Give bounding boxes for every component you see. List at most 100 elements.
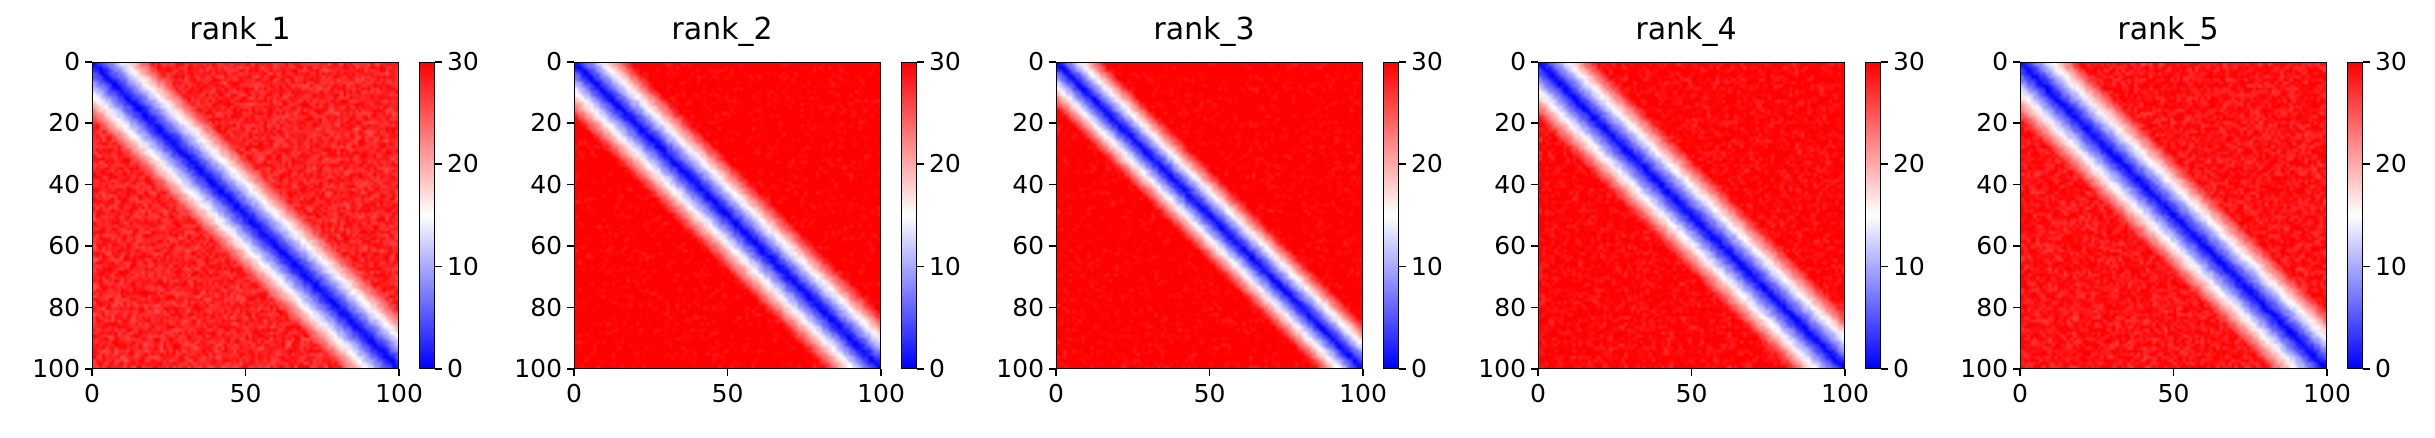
heatmap-plot-area — [92, 62, 399, 369]
colorbar-tick-label: 0 — [1893, 354, 1909, 383]
y-tick-mark — [567, 122, 574, 124]
colorbar-tick-mark — [435, 163, 442, 165]
chart-title: rank_3 — [1153, 12, 1255, 47]
colorbar-tick-label: 10 — [929, 251, 961, 281]
colorbar-tick-mark — [2363, 368, 2370, 370]
colorbar-tick-mark — [2363, 163, 2370, 165]
heatmap-cells — [2021, 63, 2326, 368]
colorbar-tick-label: 20 — [447, 149, 479, 179]
y-tick-label: 60 — [1494, 231, 1526, 261]
heatmap-cells — [1057, 63, 1362, 368]
y-tick-mark — [85, 122, 92, 124]
x-tick-mark — [398, 369, 400, 376]
y-tick-mark — [2013, 61, 2020, 63]
x-tick-label: 100 — [1821, 379, 1869, 408]
y-tick-label: 100 — [1478, 354, 1526, 383]
colorbar-tick-label: 10 — [1893, 251, 1925, 281]
x-tick-label: 0 — [2012, 379, 2028, 408]
y-tick-mark — [1049, 122, 1056, 124]
x-tick-label: 0 — [566, 379, 582, 408]
y-tick-label: 60 — [48, 231, 80, 261]
colorbar-tick-label: 10 — [1411, 251, 1443, 281]
heatmap-plot-area — [574, 62, 881, 369]
x-tick-mark — [244, 369, 246, 376]
x-tick-mark — [1844, 369, 1846, 376]
y-tick-mark — [567, 245, 574, 247]
x-tick-label: 0 — [1048, 379, 1064, 408]
colorbar-tick-label: 0 — [2375, 354, 2391, 383]
colorbar — [419, 62, 435, 369]
y-tick-label: 80 — [1494, 292, 1526, 322]
y-tick-label: 100 — [514, 354, 562, 383]
x-tick-mark — [726, 369, 728, 376]
colorbar-tick-mark — [1881, 265, 1888, 268]
y-tick-label: 80 — [1976, 292, 2008, 322]
y-tick-label: 40 — [48, 169, 80, 199]
x-tick-label: 100 — [857, 379, 905, 408]
heatmap-panel-2: rank_2 0 20 40 60 80 100 0 50 100 0 10 20 30 — [482, 0, 962, 438]
y-tick-label: 60 — [530, 231, 562, 261]
colorbar-tick-mark — [435, 265, 442, 268]
colorbar-tick-mark — [435, 368, 442, 370]
colorbar-tick-label: 0 — [447, 354, 463, 383]
colorbar — [1865, 62, 1881, 369]
y-tick-label: 40 — [1494, 169, 1526, 199]
x-tick-label: 50 — [1193, 379, 1226, 408]
y-tick-label: 80 — [1012, 292, 1044, 322]
y-tick-mark — [567, 306, 574, 309]
heatmap-panel-5: rank_5 0 20 40 60 80 100 0 50 100 0 10 20 30 — [1928, 0, 2408, 438]
y-tick-mark — [1049, 245, 1056, 247]
heatmap-cells — [575, 63, 880, 368]
colorbar-tick-label: 20 — [1411, 149, 1443, 179]
y-tick-label: 60 — [1976, 231, 2008, 261]
colorbar-tick-label: 20 — [1893, 149, 1925, 179]
y-tick-mark — [2013, 245, 2020, 247]
colorbar-tick-mark — [1399, 265, 1406, 268]
colorbar-tick-mark — [1399, 163, 1406, 165]
heatmap-panel-4: rank_4 0 20 40 60 80 100 0 50 100 0 10 20 30 — [1446, 0, 1926, 438]
y-tick-label: 20 — [1012, 108, 1044, 138]
heatmap-cells — [93, 63, 398, 368]
heatmap-plot-area — [1538, 62, 1845, 369]
colorbar-tick-label: 20 — [2375, 149, 2407, 179]
x-tick-mark — [1055, 369, 1057, 376]
y-tick-label: 100 — [1960, 354, 2008, 383]
x-tick-mark — [573, 369, 575, 376]
colorbar — [1383, 62, 1399, 369]
colorbar-tick-label: 30 — [929, 47, 961, 76]
colorbar-tick-mark — [1881, 163, 1888, 165]
y-tick-mark — [85, 306, 92, 309]
y-tick-mark — [567, 183, 574, 186]
y-tick-mark — [1049, 183, 1056, 186]
x-tick-mark — [1362, 369, 1364, 376]
y-tick-label: 0 — [1992, 47, 2008, 76]
colorbar-tick-label: 30 — [1893, 47, 1925, 76]
chart-title: rank_4 — [1635, 12, 1737, 47]
colorbar-tick-mark — [435, 61, 442, 63]
colorbar-tick-label: 30 — [447, 47, 479, 76]
y-tick-label: 60 — [1012, 231, 1044, 261]
colorbar-tick-label: 0 — [1411, 354, 1427, 383]
x-tick-mark — [1690, 369, 1692, 376]
x-tick-label: 100 — [1339, 379, 1387, 408]
y-tick-label: 20 — [1976, 108, 2008, 138]
y-tick-label: 100 — [32, 354, 80, 383]
heatmap-plot-area — [1056, 62, 1363, 369]
y-tick-label: 100 — [996, 354, 1044, 383]
x-tick-label: 50 — [1675, 379, 1708, 408]
y-tick-label: 0 — [1028, 47, 1044, 76]
y-tick-mark — [1531, 183, 1538, 186]
y-tick-label: 0 — [64, 47, 80, 76]
x-tick-label: 50 — [2157, 379, 2190, 408]
y-tick-mark — [567, 368, 574, 370]
y-tick-mark — [1531, 61, 1538, 63]
heatmap-cells — [1539, 63, 1844, 368]
x-tick-mark — [91, 369, 93, 376]
y-tick-mark — [2013, 368, 2020, 370]
y-tick-label: 40 — [530, 169, 562, 199]
colorbar-tick-label: 10 — [447, 251, 479, 281]
colorbar-tick-label: 10 — [2375, 251, 2407, 281]
y-tick-mark — [1531, 122, 1538, 124]
x-tick-mark — [2326, 369, 2328, 376]
x-tick-label: 100 — [375, 379, 423, 408]
